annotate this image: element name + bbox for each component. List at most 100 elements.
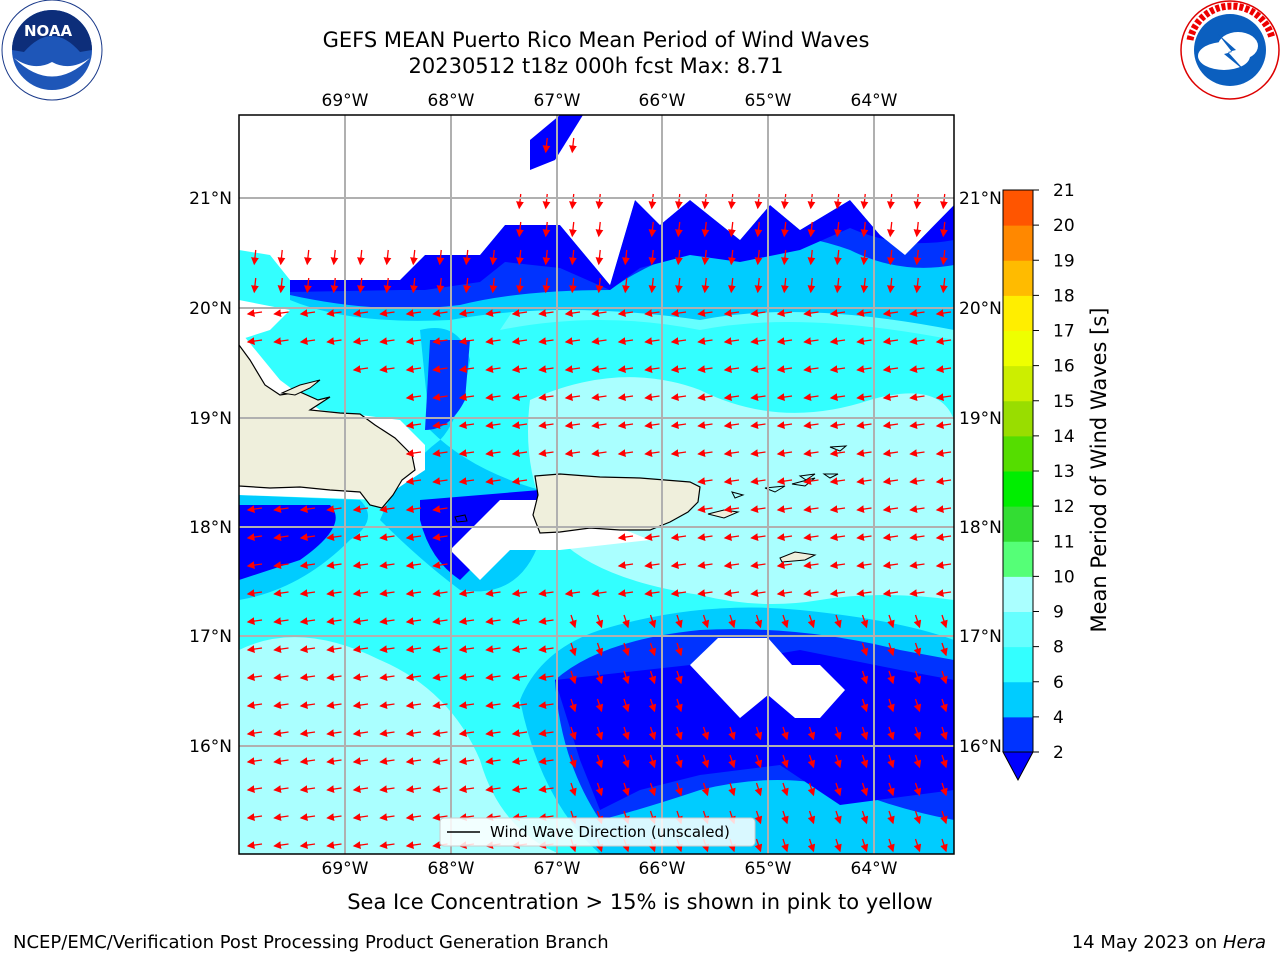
- wave-arrow: [617, 449, 634, 457]
- wave-arrow: [458, 477, 475, 485]
- wave-arrow: [595, 642, 604, 657]
- colorbar-segment: [1003, 400, 1033, 437]
- wave-arrow: [379, 813, 395, 821]
- wave-arrow: [887, 782, 895, 797]
- wave-arrow: [829, 505, 846, 513]
- wave-arrow: [728, 614, 736, 629]
- wave-arrow: [542, 277, 551, 294]
- wave-arrow: [622, 277, 630, 294]
- wave-arrow: [856, 309, 872, 317]
- wave-arrow: [458, 365, 475, 373]
- wave-arrow: [379, 785, 395, 793]
- wave-arrow: [935, 393, 952, 401]
- wave-arrow: [940, 642, 948, 657]
- wave-arrow: [595, 726, 604, 741]
- wave-arrow: [750, 477, 766, 485]
- wave-arrow: [326, 813, 342, 821]
- colorbar-tick-label: 16: [1053, 357, 1075, 377]
- wave-arrow: [781, 838, 789, 853]
- colorbar-segment: [1003, 611, 1033, 648]
- lat-label: 21°N: [959, 189, 1002, 209]
- wave-arrow: [432, 673, 448, 681]
- wave-arrow: [458, 701, 475, 709]
- wave-arrow: [860, 838, 869, 853]
- wave-arrow: [405, 841, 422, 849]
- legend-label: Wind Wave Direction (unscaled): [490, 823, 730, 841]
- wave-arrow: [675, 782, 683, 797]
- wave-arrow: [273, 645, 289, 653]
- wave-arrow: [781, 782, 789, 797]
- wave-arrow: [352, 533, 369, 541]
- wave-arrow: [644, 393, 660, 401]
- wave-arrow: [834, 810, 842, 825]
- wave-arrow: [829, 533, 846, 541]
- colorbar-segment: [1003, 295, 1033, 331]
- wave-arrow: [432, 337, 448, 345]
- wave-arrow: [803, 561, 819, 569]
- wave-arrow: [352, 561, 369, 569]
- wave-arrow: [856, 337, 872, 345]
- wave-arrow: [405, 785, 422, 793]
- wave-arrow: [538, 449, 554, 457]
- colorbar-tick-label: 13: [1053, 462, 1075, 482]
- wave-arrow: [569, 193, 577, 210]
- wave-arrow: [485, 477, 501, 485]
- wave-arrow: [622, 670, 630, 685]
- wave-arrow: [538, 757, 554, 765]
- wave-arrow: [617, 365, 634, 373]
- wave-arrow: [511, 701, 528, 709]
- wave-arrow: [617, 589, 634, 597]
- wave-arrow: [860, 754, 869, 769]
- wind-wave-arrows: [246, 137, 952, 853]
- wave-arrow: [754, 726, 763, 741]
- wave-arrow: [432, 393, 448, 401]
- wave-arrow: [569, 614, 577, 629]
- colorbar-tick-label: 18: [1053, 286, 1075, 306]
- wave-arrow: [458, 673, 475, 681]
- wave-arrow: [887, 754, 895, 769]
- wave-arrow: [405, 729, 422, 737]
- wave-arrow: [617, 309, 634, 317]
- wave-arrow: [617, 421, 634, 429]
- wave-arrow: [728, 726, 736, 741]
- wave-arrow: [273, 729, 289, 737]
- wave-arrow: [697, 505, 713, 513]
- wave-arrow: [882, 365, 899, 373]
- lon-label: 68°W: [428, 859, 475, 879]
- wave-arrow: [776, 337, 793, 345]
- wave-arrow: [750, 589, 766, 597]
- wave-arrow: [569, 137, 577, 154]
- wave-arrow: [803, 393, 819, 401]
- wave-arrow: [542, 193, 551, 210]
- wave-arrow: [299, 505, 316, 513]
- wave-arrow: [432, 449, 448, 457]
- wave-arrow: [675, 698, 683, 713]
- lon-label: 64°W: [851, 859, 898, 879]
- wave-arrow: [781, 614, 789, 629]
- wave-arrow: [701, 754, 710, 769]
- wave-arrow: [829, 393, 846, 401]
- wave-arrow: [723, 561, 740, 569]
- wave-arrow: [538, 421, 554, 429]
- wave-arrow: [511, 785, 528, 793]
- wave-arrow: [670, 393, 687, 401]
- wave-arrow: [701, 614, 710, 629]
- wave-arrow: [856, 533, 872, 541]
- wave-arrow: [935, 421, 952, 429]
- wave-arrow: [860, 249, 869, 266]
- wave-arrow: [935, 309, 952, 317]
- lon-label: 69°W: [322, 859, 369, 879]
- wave-arrow: [379, 533, 395, 541]
- wave-arrow: [273, 617, 289, 625]
- wave-arrow: [273, 785, 289, 793]
- wave-arrow: [569, 782, 577, 797]
- wave-arrow: [909, 505, 925, 513]
- lat-label: 16°N: [959, 737, 1002, 757]
- wave-arrow: [644, 337, 660, 345]
- wave-arrow: [856, 365, 872, 373]
- wave-arrow: [564, 337, 581, 345]
- wave-arrow: [379, 617, 395, 625]
- chart-title-line1: GEFS MEAN Puerto Rico Mean Period of Win…: [322, 28, 870, 52]
- wave-arrow: [405, 309, 422, 317]
- wave-arrow: [675, 249, 683, 266]
